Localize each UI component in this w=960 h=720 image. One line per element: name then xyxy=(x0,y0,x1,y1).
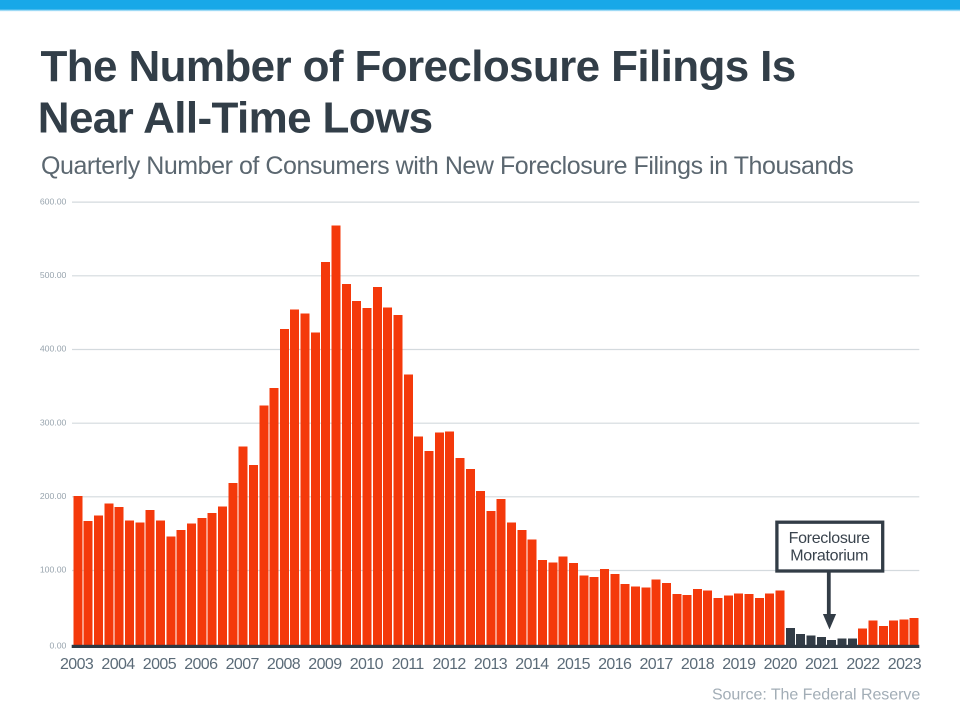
svg-text:2009: 2009 xyxy=(308,656,342,673)
svg-text:Source: The Federal Reserve: Source: The Federal Reserve xyxy=(712,686,920,703)
svg-text:600.00: 600.00 xyxy=(40,196,67,206)
svg-text:2020: 2020 xyxy=(764,656,798,673)
svg-text:Quarterly Number of Consumers: Quarterly Number of Consumers with New F… xyxy=(41,152,853,180)
svg-text:2019: 2019 xyxy=(722,656,756,673)
svg-text:Foreclosure: Foreclosure xyxy=(789,530,871,547)
svg-text:2021: 2021 xyxy=(805,656,839,673)
svg-text:300.00: 300.00 xyxy=(40,417,67,427)
svg-text:2011: 2011 xyxy=(392,656,425,673)
svg-text:2008: 2008 xyxy=(267,656,301,673)
svg-text:500.00: 500.00 xyxy=(40,270,67,280)
svg-text:2006: 2006 xyxy=(184,656,218,673)
svg-text:2022: 2022 xyxy=(846,656,880,673)
svg-text:2014: 2014 xyxy=(515,656,549,673)
svg-text:2016: 2016 xyxy=(598,656,632,673)
svg-text:2013: 2013 xyxy=(474,656,508,673)
svg-text:2015: 2015 xyxy=(557,656,591,673)
svg-text:The Number of Foreclosure Fili: The Number of Foreclosure Filings Is xyxy=(41,42,796,91)
svg-text:0.00: 0.00 xyxy=(49,640,66,650)
svg-text:2023: 2023 xyxy=(888,656,922,673)
svg-text:2005: 2005 xyxy=(143,656,177,673)
svg-text:2017: 2017 xyxy=(639,656,673,673)
svg-text:2007: 2007 xyxy=(226,656,260,673)
svg-text:2012: 2012 xyxy=(432,656,466,673)
svg-text:400.00: 400.00 xyxy=(40,344,67,354)
svg-text:2010: 2010 xyxy=(350,656,384,673)
svg-text:100.00: 100.00 xyxy=(40,565,67,575)
svg-text:2018: 2018 xyxy=(681,656,715,673)
svg-text:Near All-Time Lows: Near All-Time Lows xyxy=(38,93,433,142)
svg-text:Moratorium: Moratorium xyxy=(790,548,868,565)
svg-text:2004: 2004 xyxy=(101,656,135,673)
svg-text:200.00: 200.00 xyxy=(40,491,67,501)
svg-text:2003: 2003 xyxy=(60,656,94,673)
